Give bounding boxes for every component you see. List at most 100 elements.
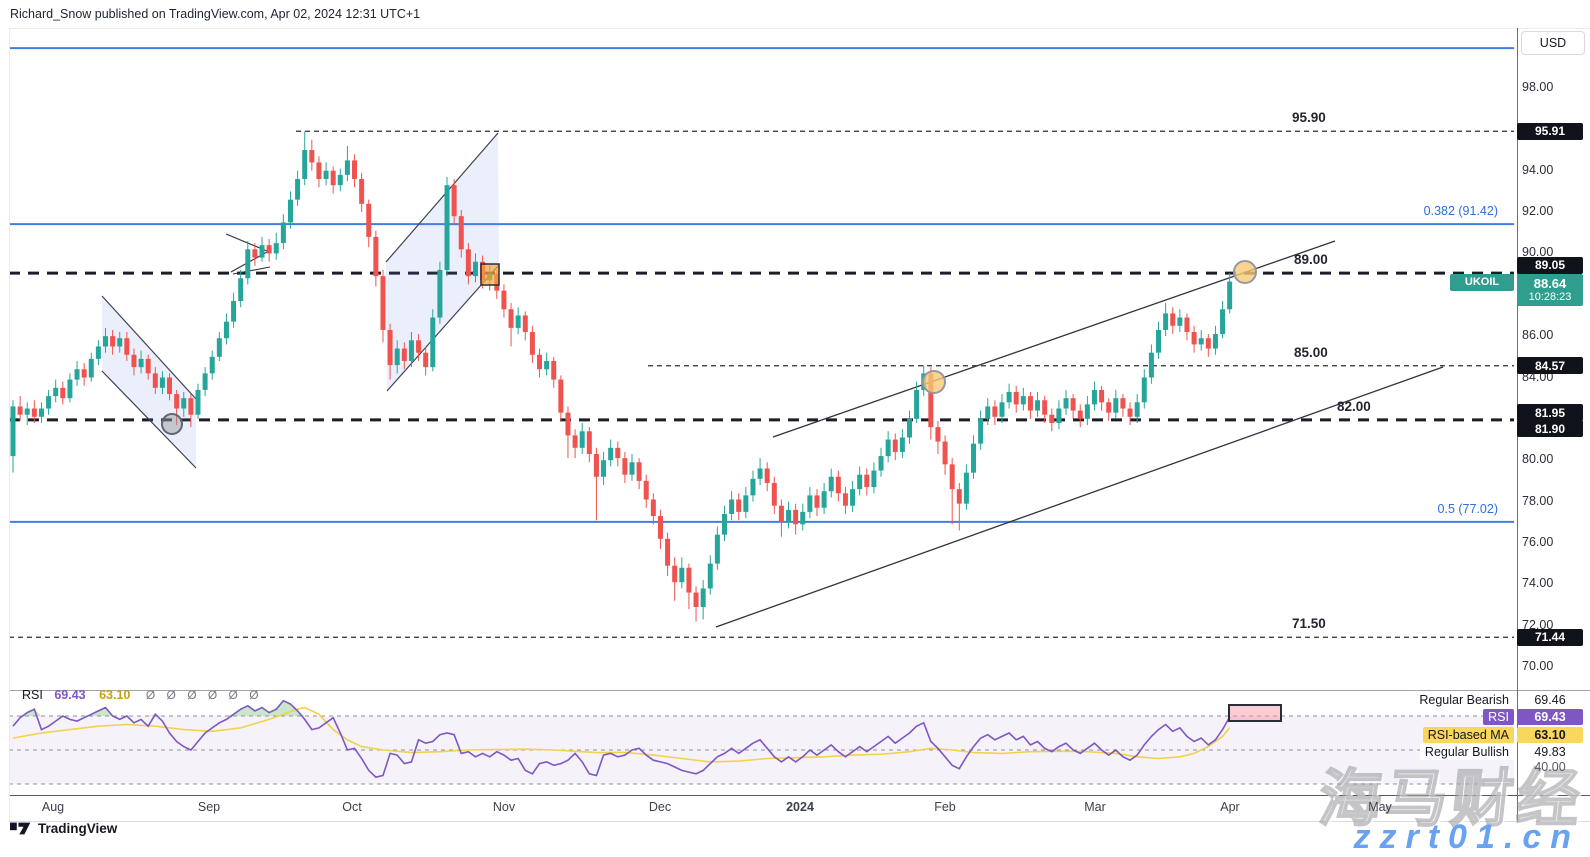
currency-button[interactable]: USD (1521, 31, 1585, 55)
candle-body (295, 178, 301, 200)
pennant-line (232, 266, 271, 275)
candle-body (67, 379, 73, 399)
rsi-ma-legend-value: 63.10 (99, 688, 131, 702)
candle-body (472, 261, 478, 277)
price-tick: 80.00 (1522, 452, 1554, 467)
time-axis-border (9, 795, 1590, 796)
price-tick: 94.00 (1522, 162, 1554, 177)
candle-body (1070, 398, 1076, 411)
candle-body (174, 394, 180, 409)
candle-body (807, 495, 813, 512)
price-tick: 74.00 (1522, 576, 1554, 591)
candle-body (956, 489, 962, 504)
trendline (715, 366, 1444, 628)
rsi-row-label: RSI (1483, 709, 1514, 725)
candle-body (529, 332, 535, 355)
level-label: 71.50 (1292, 616, 1326, 632)
candle-body (522, 315, 528, 333)
tradingview-logo[interactable]: TradingView (10, 820, 117, 837)
candle-body (38, 408, 44, 417)
candle-body (1134, 402, 1140, 417)
candle-body (167, 377, 173, 395)
candle-body (1156, 329, 1162, 353)
candle-body (558, 379, 564, 413)
fib-label: 0.382 (91.42) (1423, 204, 1498, 219)
level-label: 85.00 (1294, 344, 1328, 360)
candle-body (245, 249, 251, 279)
level-badge: 84.57 (1517, 357, 1583, 375)
time-axis-label[interactable]: Nov (492, 800, 516, 814)
candle-body (1113, 398, 1119, 413)
candle-body (209, 356, 215, 374)
price-tick: 70.00 (1522, 659, 1554, 673)
candle-body (736, 499, 742, 512)
time-axis-label[interactable]: Sep (197, 800, 221, 814)
orange-circle-marker (922, 370, 946, 394)
candle-body (1106, 402, 1112, 413)
candle-body (1063, 398, 1069, 409)
tradingview-logo-text: TradingView (38, 821, 118, 836)
candle-body (316, 162, 322, 179)
candle-body (380, 276, 386, 330)
rsi-row-value: 63.10 (1517, 727, 1583, 743)
publish-byline: Richard_Snow published on TradingView.co… (10, 7, 421, 21)
candle-body (593, 454, 599, 477)
candle-body (871, 470, 877, 488)
candle-body (352, 160, 358, 179)
candle-body (885, 439, 891, 457)
axis-bottom-border (9, 821, 1590, 822)
candle-body (1148, 352, 1154, 378)
last-price-badge: 88.64 10:28:23 (1517, 273, 1583, 306)
candle-body (1191, 332, 1197, 345)
candle-body (337, 174, 343, 186)
channel-line (386, 264, 500, 392)
rsi-legend-empty-slots: Ø Ø Ø Ø Ø Ø (145, 688, 263, 702)
candle-body (693, 592, 699, 608)
pane-separator[interactable] (9, 690, 1590, 691)
candle-body (857, 474, 863, 490)
candle-body (273, 243, 279, 254)
candle-body (81, 369, 87, 378)
candle-body (686, 567, 692, 593)
candle-body (793, 509, 799, 525)
symbol-label: UKOIL (1464, 276, 1500, 289)
candle-body (302, 150, 308, 179)
rsi-row-value: 69.43 (1517, 709, 1583, 725)
candle-body (636, 462, 642, 481)
time-axis-label[interactable]: May (1368, 800, 1392, 814)
candle-body (800, 511, 806, 525)
time-axis-label[interactable]: Mar (1084, 800, 1106, 814)
candle-body (323, 170, 329, 179)
candle-body (117, 338, 123, 347)
time-axis-label[interactable]: Aug (41, 800, 65, 814)
candle-body (757, 468, 763, 479)
time-axis-label[interactable]: Apr (1220, 800, 1240, 814)
candle-body (88, 358, 94, 378)
candle-body (572, 435, 578, 448)
time-axis-label[interactable]: 2024 (786, 800, 814, 814)
rsi-legend[interactable]: RSI 69.43 63.10 Ø Ø Ø Ø Ø Ø (22, 688, 263, 702)
candle-body (1084, 404, 1090, 419)
time-axis-label[interactable]: Feb (934, 800, 956, 814)
candle-body (238, 278, 244, 301)
candle-body (1077, 410, 1083, 419)
candle-body (1056, 408, 1062, 423)
time-axis-label[interactable]: Dec (648, 800, 672, 814)
rsi-row-value: 69.46 (1534, 693, 1566, 707)
time-axis-label[interactable]: Oct (342, 800, 362, 814)
price-tick: 98.00 (1522, 80, 1554, 94)
channel-line (101, 370, 197, 469)
candle-body (1212, 334, 1218, 349)
candle-body (266, 245, 272, 254)
rsi-overbought-fill (13, 700, 1230, 716)
candle-body (850, 489, 856, 506)
candle-body (1220, 309, 1226, 335)
candle-body (458, 216, 464, 250)
candle-body (181, 398, 187, 409)
level-label: 89.00 (1294, 252, 1328, 268)
candle-body (1177, 317, 1183, 326)
level-badge: 71.44 (1517, 628, 1583, 646)
candle-body (74, 369, 80, 380)
candle-body (971, 443, 977, 473)
